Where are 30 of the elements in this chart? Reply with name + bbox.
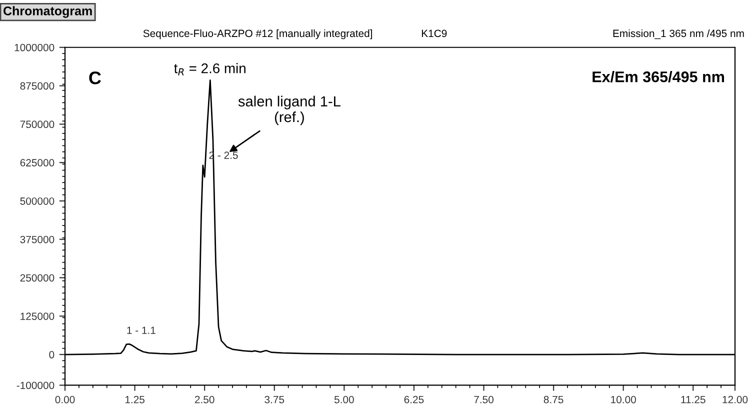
- y-tick-label: 250000: [20, 274, 54, 282]
- y-tick-label: 625000: [20, 159, 54, 166]
- x-tick-label: 3.75: [264, 396, 284, 404]
- x-tick-label: 2.50: [194, 396, 214, 404]
- annotation: C: [89, 72, 101, 84]
- annotation: Ex/Em 365/495 nm: [592, 71, 724, 82]
- y-tick-label: 125000: [20, 312, 54, 320]
- x-tick-label: 7.50: [474, 396, 494, 404]
- y-tick-label: 500000: [20, 197, 54, 205]
- y-tick-label: 1000000: [14, 44, 54, 52]
- y-tick-label: 0: [49, 351, 54, 358]
- y-tick-label: -100000: [16, 382, 54, 390]
- x-tick-label: 8.75: [544, 396, 564, 404]
- x-tick-label: 10.00: [611, 396, 636, 404]
- x-tick-label: 0.00: [55, 396, 75, 404]
- y-tick-label: 375000: [20, 236, 54, 244]
- y-tick-label: 750000: [20, 120, 54, 128]
- x-tick-label: 11.25: [681, 396, 706, 404]
- annotation: t$_{R}$ = 2.6 min: [174, 63, 246, 76]
- chart-subtitle: Sequence-Fluo-ARZPO #12 [manually integrated]: [143, 29, 372, 40]
- y-tick-label: 875000: [20, 82, 54, 90]
- text: Emission_1 365 nm /495 nm: [613, 29, 744, 40]
- chart-title: Chromatogram: [4, 6, 92, 18]
- x-tick-label: 1.25: [125, 396, 144, 404]
- annotation: 1 - 1.1: [127, 326, 156, 334]
- x-tick-label: 5.00: [334, 396, 354, 404]
- x-tick-label: 12.00: [722, 396, 748, 404]
- annotation: salen ligand 1-L (ref.): [238, 96, 340, 126]
- text: K1C9: [422, 30, 447, 38]
- x-tick-label: 6.25: [404, 396, 424, 404]
